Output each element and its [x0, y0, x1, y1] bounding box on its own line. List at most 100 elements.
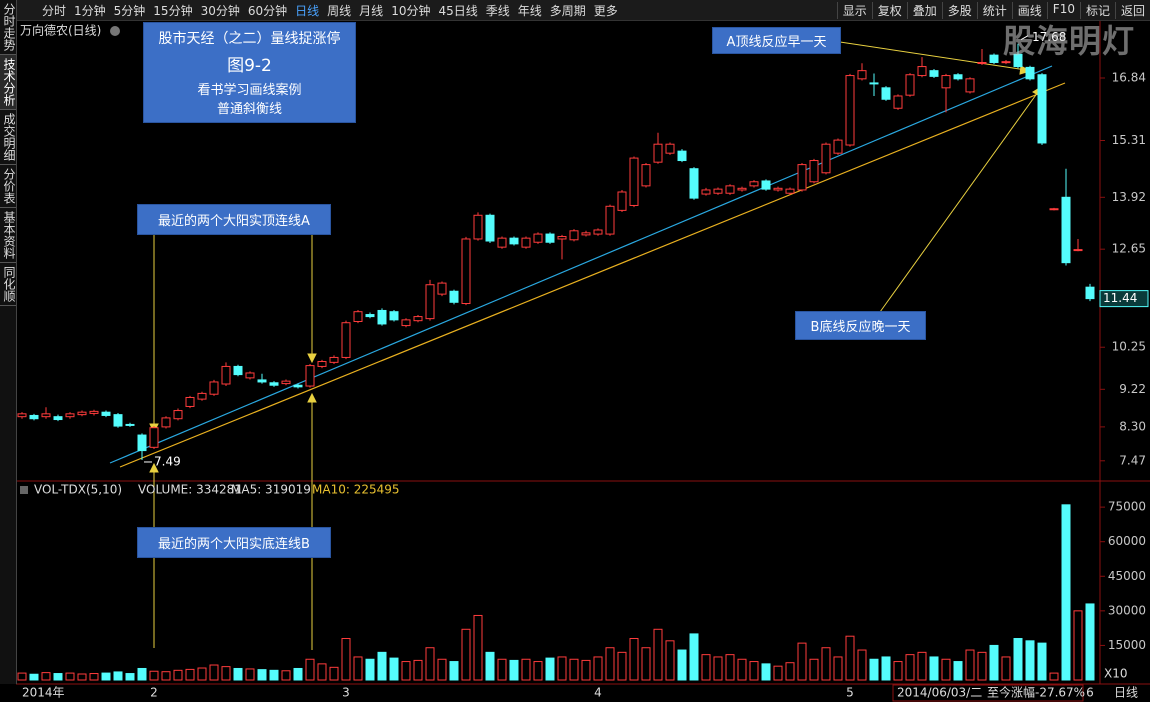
period-tab[interactable]: 年线	[517, 3, 542, 18]
candle-body	[1049, 208, 1059, 211]
volume-bar	[665, 640, 675, 681]
tool-button[interactable]: 返回	[1114, 1, 1150, 19]
volume-bar	[65, 672, 75, 681]
candle-body	[197, 392, 207, 400]
title-line: 股市天经（之二）量线捉涨停	[158, 31, 341, 47]
candle-body	[473, 214, 483, 240]
side-tab[interactable]: 分价表	[0, 165, 16, 208]
period-tab[interactable]: 季线	[485, 3, 510, 18]
side-tab[interactable]: 成交明细	[0, 110, 16, 165]
candle-body	[317, 361, 327, 367]
period-tab[interactable]: 15分钟	[153, 3, 193, 18]
candle-body	[1061, 196, 1071, 264]
candle-body	[281, 380, 291, 385]
volume-bar	[653, 628, 663, 681]
volume-bar	[449, 661, 459, 681]
period-tab[interactable]: 分时	[42, 3, 67, 18]
volume-bar	[581, 659, 591, 681]
volume-bar	[89, 673, 99, 681]
candle-body	[941, 75, 951, 89]
candle-body	[857, 70, 867, 80]
candle-body	[581, 232, 591, 236]
candle-body	[305, 365, 315, 387]
volume-bar	[425, 647, 435, 681]
volume-bar	[905, 654, 915, 681]
period-tab[interactable]: 1分钟	[74, 3, 106, 18]
tool-button[interactable]: 复权	[871, 1, 907, 19]
volume-bar	[461, 628, 471, 681]
volume-bar	[857, 649, 867, 681]
volume-bar	[1013, 638, 1023, 681]
high-label: 17.68	[1032, 30, 1066, 44]
tool-button[interactable]: 显示	[836, 1, 872, 19]
period-tab[interactable]: 周线	[327, 3, 352, 18]
volume-bar	[833, 656, 843, 681]
tool-button[interactable]: 多股	[941, 1, 977, 19]
tool-button[interactable]: 统计	[976, 1, 1012, 19]
period-tab[interactable]: 更多	[593, 3, 618, 18]
volume-bar	[1085, 603, 1095, 681]
note-box: 最近的两个大阳实底连线B	[137, 527, 331, 558]
candle-body	[1025, 66, 1035, 80]
candle-body	[425, 284, 435, 320]
title-line: 普通斜衡线	[216, 102, 282, 117]
volume-bar	[53, 673, 63, 681]
candle-body	[101, 411, 111, 416]
period-tab[interactable]: 30分钟	[200, 3, 240, 18]
last-price: 11.44	[1103, 291, 1137, 305]
volume-bar	[533, 661, 543, 681]
volume-bar	[545, 657, 555, 681]
period-tab[interactable]: 60分钟	[247, 3, 288, 18]
candle-body	[485, 214, 495, 242]
y-tick-label: 16.84	[1112, 71, 1146, 85]
side-tab[interactable]: 基本资料	[0, 208, 16, 263]
volume-bar	[1049, 672, 1059, 681]
volume-bar	[917, 651, 927, 681]
volume-bar	[173, 669, 183, 681]
side-tab[interactable]: 分时走势	[0, 0, 16, 55]
period-tab[interactable]: 日线	[295, 3, 320, 18]
y-tick-label: 30000	[1108, 603, 1146, 617]
period-tab[interactable]: 45日线	[438, 3, 478, 18]
candle-body	[209, 381, 219, 395]
candle-body	[149, 427, 159, 448]
tool-button[interactable]: 画线	[1011, 1, 1047, 19]
candle-body	[557, 236, 567, 240]
side-tab[interactable]: 同化顺	[0, 263, 16, 306]
volume-bar	[689, 633, 699, 681]
candle-body	[701, 189, 711, 195]
candle-body	[929, 70, 939, 77]
note-box: B底线反应晚一天	[795, 311, 926, 340]
y-tick-label: 8.30	[1119, 419, 1146, 433]
volume-bar	[149, 670, 159, 681]
tool-button[interactable]: 标记	[1079, 1, 1115, 19]
volume-bar	[365, 658, 375, 681]
menu-icon[interactable]	[110, 26, 120, 36]
volume-bar	[389, 657, 399, 681]
period-tab[interactable]: 5分钟	[113, 3, 146, 18]
volume-bar	[41, 672, 51, 681]
tool-button[interactable]: 叠加	[906, 1, 942, 19]
candle-body	[185, 396, 195, 407]
volume-bar	[965, 649, 975, 681]
icon	[20, 486, 28, 494]
side-tab[interactable]: 技术分析	[0, 55, 16, 110]
candle-body	[677, 150, 687, 162]
candle-body	[113, 414, 123, 427]
period-tab[interactable]: 10分钟	[391, 3, 431, 18]
trend-line-b	[119, 82, 1066, 468]
change-since: 至今涨幅-27.67%	[987, 685, 1085, 700]
tool-button[interactable]: F10	[1046, 1, 1080, 19]
unit-label: X10	[1104, 667, 1128, 681]
candle-body	[737, 187, 747, 191]
volume-bar	[413, 659, 423, 681]
candle-body	[545, 233, 555, 243]
candle-body	[41, 413, 51, 418]
candle-body	[989, 54, 999, 63]
period-tab[interactable]: 月线	[359, 3, 384, 18]
volume-bar	[185, 668, 195, 681]
candle-body	[833, 139, 843, 154]
period-tab[interactable]: 多周期	[549, 3, 586, 18]
period-tabs: 分时 1分钟 5分钟 15分钟 30分钟 60分钟 日线 周线 月线 10分钟 45日线 季线 年线 多周…	[16, 2, 618, 19]
